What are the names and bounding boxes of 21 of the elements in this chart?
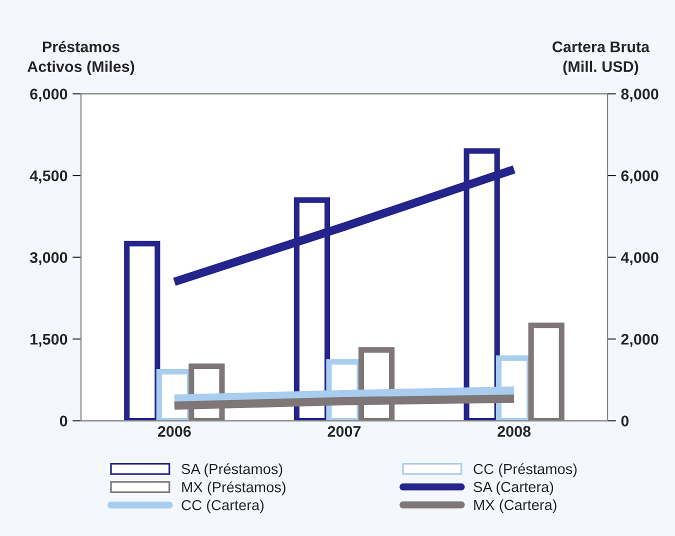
y-tick-label: 0: [60, 416, 68, 426]
legend-label: SA (Préstamos): [182, 463, 282, 478]
y-tick-label: 4,500: [30, 170, 68, 184]
y2-tick-label: 6,000: [621, 170, 658, 184]
y-tick-label: 6,000: [30, 88, 68, 102]
legend-label: CC (Cartera): [182, 500, 264, 514]
y2-axis-title: Cartera Bruta (Mill. USD): [552, 41, 650, 76]
y-tick-label: 1,500: [30, 334, 68, 347]
x-tick-label: 2007: [328, 426, 361, 437]
y-tick-label: 3,000: [30, 252, 68, 266]
legend-label: CC (Préstamos): [474, 463, 577, 478]
x-tick-label: 2008: [498, 426, 531, 437]
legend-label: MX (Préstamos): [182, 481, 286, 496]
x-tick-label: 2006: [158, 426, 191, 437]
y2-tick-label: 2,000: [621, 334, 658, 347]
legend-label: SA (Cartera): [474, 481, 554, 496]
legend-label: MX (Cartera): [474, 499, 556, 513]
y2-tick-label: 4,000: [620, 252, 658, 266]
y2-tick-label: 0: [621, 416, 629, 426]
y-axis-title: Préstamos Activos (Miles): [27, 40, 134, 76]
y2-tick-label: 8,000: [621, 88, 658, 102]
